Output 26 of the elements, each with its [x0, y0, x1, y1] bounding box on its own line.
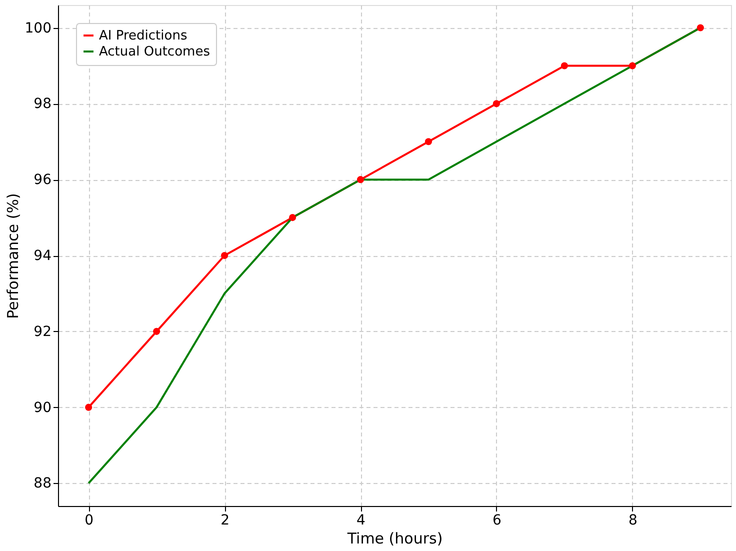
legend-label: Actual Outcomes — [99, 44, 210, 60]
legend-label: AI Predictions — [99, 28, 188, 44]
y-tick-label: 90 — [34, 400, 52, 416]
point — [560, 62, 568, 70]
x-tick-label: 4 — [356, 512, 366, 528]
y-axis-title: Performance (%) — [4, 193, 22, 319]
x-axis-title: Time (hours) — [346, 530, 443, 548]
y-tick-label: 94 — [34, 248, 52, 264]
x-tick-label: 0 — [84, 512, 94, 528]
point — [288, 214, 296, 222]
point — [696, 24, 704, 32]
x-tick-label: 8 — [628, 512, 638, 528]
point — [628, 62, 636, 70]
x-tick-label: 2 — [220, 512, 230, 528]
point — [356, 176, 364, 184]
y-tick-label: 88 — [34, 476, 52, 492]
point — [424, 138, 432, 146]
x-tick-label: 6 — [492, 512, 502, 528]
y-tick-label: 92 — [34, 324, 52, 340]
point — [492, 100, 500, 108]
y-tick-label: 96 — [34, 172, 52, 188]
y-tick-label: 100 — [24, 20, 52, 36]
point — [85, 404, 92, 411]
point — [221, 252, 228, 260]
y-tick-label: 98 — [34, 96, 52, 112]
point — [153, 328, 160, 335]
